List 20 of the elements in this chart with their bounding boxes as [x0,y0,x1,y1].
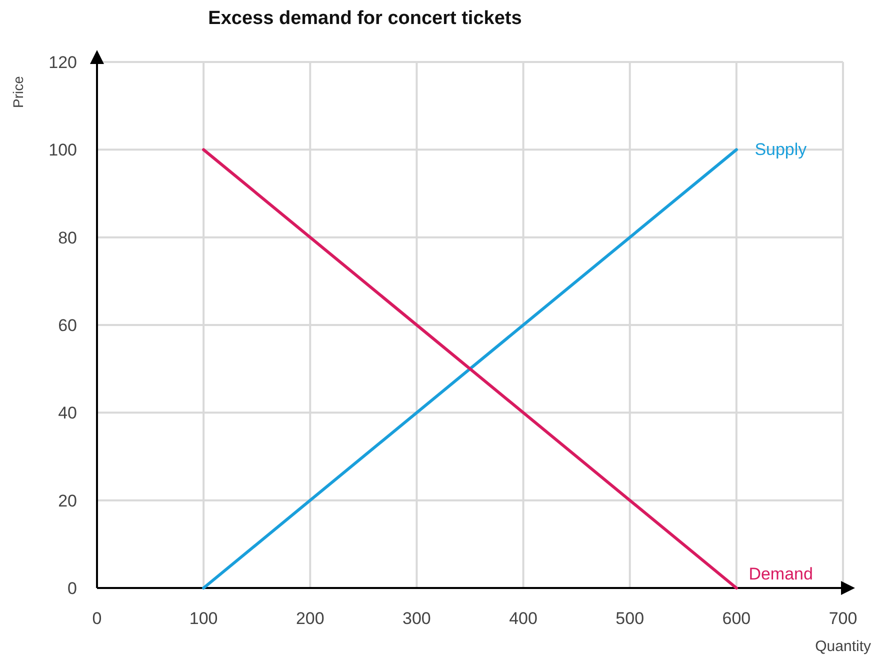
y-tick-label: 100 [48,140,77,160]
x-tick-label: 300 [402,609,431,628]
x-tick-label: 600 [722,609,751,628]
series-label: Supply [754,140,808,160]
x-tick-label: 700 [828,609,858,628]
x-tick-label: 400 [509,609,538,628]
chart-title: Excess demand for concert tickets [208,8,522,29]
x-tick-label: 100 [189,609,218,628]
y-tick-label: 20 [58,491,77,510]
x-tick-label: 500 [616,609,644,628]
y-tick-label: 60 [58,316,77,335]
x-tick-label: 0 [92,609,102,628]
x-tick-label: 200 [296,609,324,628]
y-tick-label: 80 [58,228,77,248]
series-label: Demand [748,564,813,584]
y-tick-label: 120 [48,53,77,72]
y-axis-title: Price [10,76,26,108]
x-axis-title: Quantity [815,638,872,655]
y-tick-label: 40 [58,404,77,423]
y-tick-label: 0 [68,579,77,598]
